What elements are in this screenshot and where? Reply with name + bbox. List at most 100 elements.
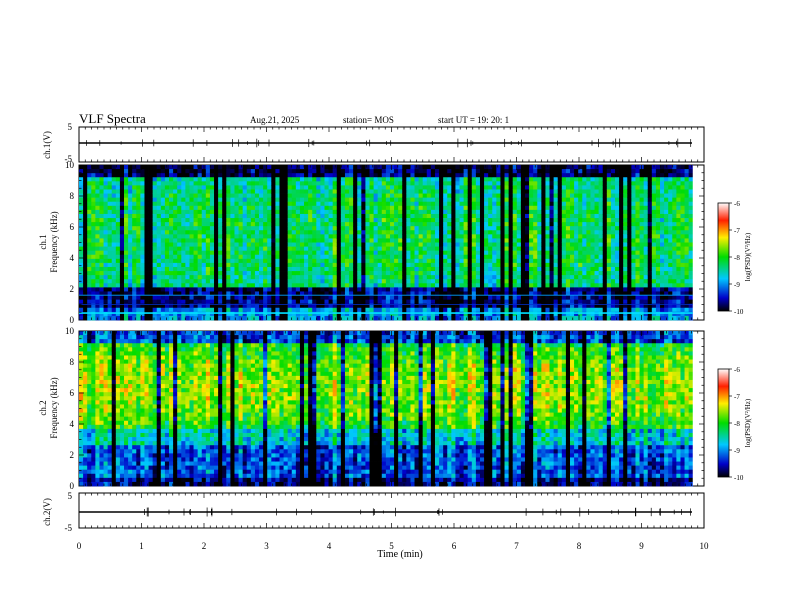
spectrogram-cell	[201, 218, 207, 223]
spectrogram-cell	[308, 189, 313, 194]
spectrogram-cell	[177, 218, 182, 223]
spectrogram-cell	[332, 258, 338, 264]
spectrogram-cell	[271, 173, 276, 178]
spectrogram-cell	[332, 177, 338, 182]
spectrogram-cell	[299, 177, 305, 182]
spectrogram-cell	[377, 218, 383, 223]
spectrogram-cell	[103, 275, 109, 280]
spectrogram-cell	[361, 185, 366, 190]
spectrogram-cell	[119, 262, 125, 268]
spectrogram-cell	[578, 291, 583, 296]
spectrogram-cell	[373, 205, 379, 211]
spectrogram-cell	[209, 275, 215, 280]
spectrogram-cell	[99, 258, 104, 264]
spectrogram-cell	[578, 213, 583, 219]
spectrogram-cell	[398, 197, 403, 203]
spectrogram-cell	[340, 254, 346, 260]
spectrogram-cell	[152, 295, 158, 301]
spectrogram-cell	[209, 201, 215, 207]
spectrogram-cell	[222, 230, 227, 235]
spectrogram-cell	[455, 238, 460, 243]
spectrogram-cell	[336, 299, 342, 305]
spectrogram-cell	[598, 299, 604, 305]
spectrogram-cell	[95, 173, 100, 178]
spectrogram-cell	[500, 258, 505, 264]
spectrogram-cell	[124, 193, 129, 199]
spectrogram-cell	[434, 258, 440, 264]
spectrogram-cell	[275, 173, 280, 178]
spectrogram-cell	[201, 303, 207, 309]
spectrogram-cell	[156, 242, 162, 247]
spectrogram-cell	[426, 181, 432, 186]
spectrogram-cell	[234, 209, 239, 215]
spectrogram-cell	[185, 193, 190, 199]
spectrogram-cell	[496, 291, 501, 296]
spectrogram-cell	[111, 193, 117, 199]
spectrogram-cell	[226, 266, 231, 272]
spectrogram-cell	[422, 181, 428, 186]
spectrogram-cell	[422, 266, 428, 272]
spectrogram-cell	[520, 311, 526, 317]
spectrogram-cell	[173, 295, 178, 301]
spectrogram-cell	[201, 242, 207, 247]
spectrogram-cell	[475, 242, 481, 247]
spectrogram-cell	[279, 230, 284, 235]
spectrogram-cell	[578, 197, 583, 203]
spectrogram-cell	[455, 177, 460, 182]
spectrogram-cell	[287, 169, 293, 174]
spectrogram-cell	[565, 189, 571, 194]
spectrogram-cell	[234, 189, 239, 194]
spectrogram-cell	[79, 262, 84, 268]
spectrogram-cell	[242, 205, 248, 211]
spectrogram-cell	[304, 242, 309, 247]
spectrogram-cell	[164, 209, 170, 215]
spectrogram-cell	[91, 279, 96, 284]
spectrogram-cell	[279, 165, 284, 170]
spectrogram-cell	[299, 271, 305, 276]
spectrogram-cell	[340, 165, 346, 170]
spectrogram-cell	[324, 303, 329, 309]
spectrogram-cell	[128, 205, 133, 211]
spectrogram-cell	[283, 250, 289, 256]
spectrogram-cell	[259, 226, 264, 231]
spectrogram-cell	[156, 209, 162, 215]
spectrogram-cell	[484, 197, 489, 203]
spectrogram-cell	[95, 226, 100, 231]
spectrogram-cell	[201, 283, 207, 288]
spectrogram-cell	[406, 209, 411, 215]
spectrogram-cell	[500, 311, 505, 317]
spectrogram-cell	[414, 226, 420, 231]
spectrogram-cell	[283, 315, 289, 321]
spectrogram-cell	[95, 197, 100, 203]
spectrogram-cell	[332, 295, 338, 301]
spectrogram-cell	[267, 287, 272, 292]
spectrogram-cell	[185, 181, 190, 186]
spectrogram-cell	[443, 303, 448, 309]
spectrogram-cell	[361, 201, 366, 207]
spectrogram-cell	[173, 287, 178, 292]
spectrogram-cell	[353, 165, 358, 170]
spectrogram-cell	[361, 266, 366, 272]
spectrogram-cell	[353, 287, 358, 292]
spectrogram-cell	[107, 201, 113, 207]
spectrogram-cell	[402, 315, 407, 321]
spectrogram-cell	[83, 262, 88, 268]
spectrogram-cell	[197, 295, 203, 301]
spectrogram-cell	[402, 295, 407, 301]
spectrogram-cell	[488, 271, 493, 276]
spectrogram-cell	[365, 262, 370, 268]
spectrogram-cell	[475, 279, 481, 284]
spectrogram-cell	[353, 222, 358, 227]
spectrogram-cell	[394, 177, 399, 182]
spectrogram-cell	[259, 242, 264, 247]
spectrogram-cell	[111, 295, 117, 301]
spectrogram-cell	[410, 177, 415, 182]
spectrogram-cell	[529, 181, 534, 186]
spectrogram-cell	[160, 209, 166, 215]
spectrogram-cell	[218, 311, 223, 317]
spectrogram-cell	[414, 283, 420, 288]
spectrogram-cell	[283, 218, 289, 223]
spectrogram-cell	[312, 283, 317, 288]
spectrogram-cell	[565, 181, 571, 186]
spectrogram-cell	[173, 315, 178, 321]
